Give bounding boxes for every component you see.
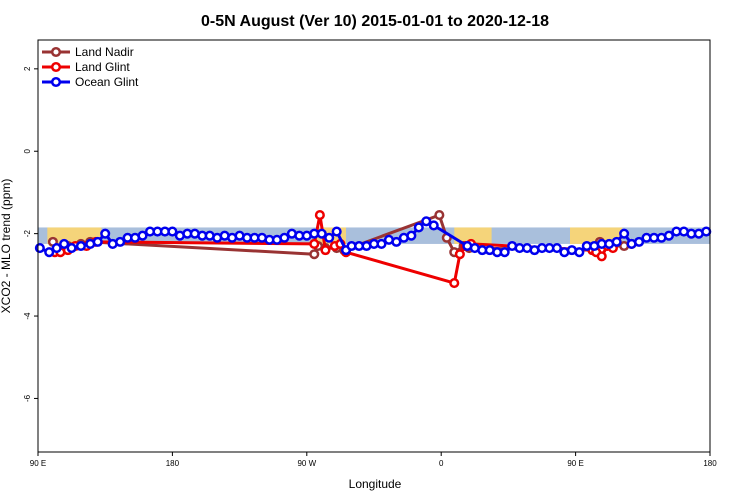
y-axis-label: XCO2 - MLO trend (ppm) <box>0 179 13 314</box>
legend-marker-land-glint <box>50 61 62 73</box>
x-tick-label: 90 E <box>30 459 46 468</box>
x-tick-label: 0 <box>439 459 444 468</box>
data-point-land-glint <box>454 249 465 260</box>
data-point-ocean-glint <box>66 243 77 254</box>
data-point-ocean-glint <box>75 240 86 252</box>
y-tick-label: 2 <box>23 66 32 71</box>
legend-marker-land-nadir <box>50 46 62 58</box>
data-point-ocean-glint <box>574 247 585 258</box>
data-point-ocean-glint <box>421 216 432 227</box>
data-point-ocean-glint <box>34 243 45 254</box>
y-tick-label: -2 <box>23 230 32 238</box>
data-point-ocean-glint <box>167 226 178 237</box>
data-point-ocean-glint <box>100 228 111 239</box>
x-tick-label: 90 W <box>297 459 316 468</box>
data-point-ocean-glint <box>137 230 148 241</box>
x-tick-label: 180 <box>703 459 717 468</box>
x-tick-label: 90 E <box>567 459 583 468</box>
data-point-ocean-glint <box>324 232 335 243</box>
data-point-ocean-glint <box>611 236 622 247</box>
x-axis-label: Longitude <box>349 477 402 491</box>
data-point-land-glint <box>449 278 460 289</box>
data-point-ocean-glint <box>92 236 103 247</box>
x-tick-label: 180 <box>166 459 180 468</box>
data-point-ocean-glint <box>316 228 327 239</box>
legend-label-land-glint: Land Glint <box>75 60 130 74</box>
data-point-ocean-glint <box>115 236 126 247</box>
data-point-ocean-glint <box>413 222 424 233</box>
data-point-ocean-glint <box>376 238 387 249</box>
plot-area <box>34 210 712 289</box>
chart-title: 0-5N August (Ver 10) 2015-01-01 to 2020-… <box>201 13 549 30</box>
plot-frame <box>37 39 711 453</box>
data-point-ocean-glint <box>701 226 712 237</box>
y-tick-label: -4 <box>23 312 32 320</box>
data-point-ocean-glint <box>44 247 55 258</box>
data-point-land-glint <box>314 210 325 221</box>
data-point-ocean-glint <box>551 243 562 254</box>
data-point-ocean-glint <box>279 232 290 243</box>
data-point-land-nadir <box>309 249 320 260</box>
land-region <box>454 227 492 244</box>
legend-label-land-nadir: Land Nadir <box>75 45 134 59</box>
x-axis: 90 E 180 90 W 0 90 E 180 <box>30 452 717 468</box>
y-tick-label: 0 <box>23 148 32 153</box>
data-point-ocean-glint <box>663 230 674 241</box>
data-point-ocean-glint <box>428 220 439 231</box>
data-point-land-glint <box>320 245 331 256</box>
data-point-ocean-glint <box>499 247 510 258</box>
data-point-land-glint <box>309 238 320 249</box>
background-band <box>38 227 710 244</box>
y-tick-label: -6 <box>23 394 32 402</box>
legend-label-ocean-glint: Ocean Glint <box>75 75 139 89</box>
data-point-ocean-glint <box>51 243 62 254</box>
data-point-ocean-glint <box>331 226 342 237</box>
data-point-ocean-glint <box>391 236 402 247</box>
data-point-land-glint <box>596 251 607 262</box>
data-point-ocean-glint <box>619 228 630 239</box>
data-point-ocean-glint <box>406 230 417 241</box>
y-axis: 2 0 -2 -4 -6 <box>23 66 38 402</box>
data-point-ocean-glint <box>634 236 645 247</box>
legend-marker-ocean-glint <box>50 76 62 88</box>
data-point-land-nadir <box>434 210 445 221</box>
data-point-ocean-glint <box>59 238 70 249</box>
